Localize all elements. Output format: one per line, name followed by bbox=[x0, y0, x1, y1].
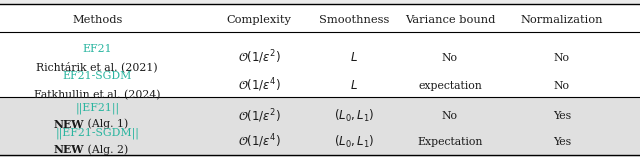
Text: No: No bbox=[442, 53, 458, 63]
Text: $(L_0, L_1)$: $(L_0, L_1)$ bbox=[333, 108, 374, 124]
Text: (Alg. 2): (Alg. 2) bbox=[84, 145, 129, 155]
Text: No: No bbox=[554, 53, 570, 63]
Text: NEW: NEW bbox=[54, 144, 84, 155]
Text: Normalization: Normalization bbox=[521, 15, 603, 25]
Text: ||EF21||: ||EF21|| bbox=[76, 103, 119, 114]
Text: Expectation: Expectation bbox=[417, 137, 483, 147]
Text: No: No bbox=[442, 111, 458, 121]
Text: $(L_0, L_1)$: $(L_0, L_1)$ bbox=[333, 134, 374, 150]
Text: $\mathcal{O}(1/\epsilon^4)$: $\mathcal{O}(1/\epsilon^4)$ bbox=[238, 133, 280, 151]
Text: Methods: Methods bbox=[72, 15, 122, 25]
Bar bbox=[0, 97, 640, 155]
Text: EF21: EF21 bbox=[83, 44, 112, 54]
Text: ||EF21-SGDM||: ||EF21-SGDM|| bbox=[55, 128, 140, 139]
Text: Variance bound: Variance bound bbox=[404, 15, 495, 25]
Bar bbox=[0, 4, 640, 97]
Text: Smoothness: Smoothness bbox=[319, 15, 389, 25]
Text: expectation: expectation bbox=[418, 81, 482, 91]
Text: $\mathcal{O}(1/\epsilon^2)$: $\mathcal{O}(1/\epsilon^2)$ bbox=[238, 49, 280, 67]
Text: $\mathcal{O}(1/\epsilon^2)$: $\mathcal{O}(1/\epsilon^2)$ bbox=[238, 107, 280, 125]
Text: NEW: NEW bbox=[54, 119, 84, 130]
Text: Yes: Yes bbox=[553, 137, 571, 147]
Text: $\mathcal{O}(1/\epsilon^4)$: $\mathcal{O}(1/\epsilon^4)$ bbox=[238, 77, 280, 94]
Text: $L$: $L$ bbox=[350, 51, 358, 64]
Text: Fatkhullin et al. (2024): Fatkhullin et al. (2024) bbox=[34, 90, 161, 100]
Text: EF21-SGDM: EF21-SGDM bbox=[63, 71, 132, 81]
Text: (Alg. 1): (Alg. 1) bbox=[84, 119, 129, 129]
Text: Yes: Yes bbox=[553, 111, 571, 121]
Text: Complexity: Complexity bbox=[227, 15, 292, 25]
Text: $L$: $L$ bbox=[350, 79, 358, 92]
Text: No: No bbox=[554, 81, 570, 91]
Text: Richtárik et al. (2021): Richtárik et al. (2021) bbox=[36, 61, 158, 72]
